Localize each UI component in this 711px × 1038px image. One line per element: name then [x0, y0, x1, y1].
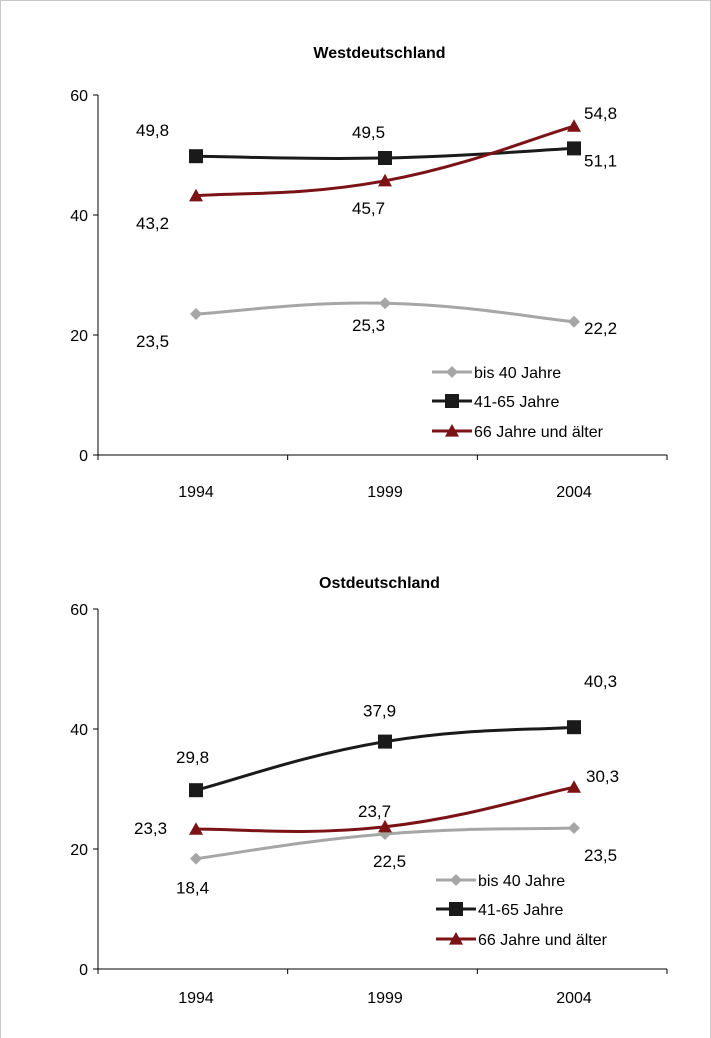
data-label: 23,7 — [358, 802, 391, 821]
legend-marker — [449, 932, 463, 945]
x-tick-label: 1994 — [178, 484, 214, 501]
data-label: 49,5 — [352, 123, 385, 142]
x-tick-label: 2004 — [556, 484, 592, 501]
data-label: 29,8 — [176, 748, 209, 767]
x-tick-label: 2004 — [556, 990, 592, 1007]
data-point — [567, 141, 581, 156]
data-point — [379, 297, 391, 310]
data-point — [189, 188, 203, 202]
legend-label: 41-65 Jahre — [478, 902, 563, 919]
data-point — [189, 149, 203, 164]
data-point — [378, 151, 392, 165]
data-point — [378, 173, 392, 187]
data-label: 18,4 — [176, 879, 209, 898]
legend-marker — [449, 902, 463, 916]
data-point — [567, 780, 581, 793]
data-label: 30,3 — [586, 767, 619, 786]
chart-title: Ostdeutschland — [319, 575, 440, 592]
y-tick-label: 40 — [70, 208, 88, 225]
legend-label: bis 40 Jahre — [474, 365, 561, 382]
legend: bis 40 Jahre 41-65 Jahre 66 Jahre und älte… — [432, 365, 604, 441]
y-tick-label: 0 — [79, 962, 88, 979]
data-label: 51,1 — [584, 151, 617, 170]
chart-2: Ostdeutschland 0 20 40 60 1994 1999 2004 18,4 22,… — [70, 575, 668, 1007]
series-square: 49,8 49,5 51,1 — [136, 121, 617, 170]
data-label: 23,5 — [136, 332, 169, 351]
y-tick-label: 20 — [70, 328, 88, 345]
legend-label: 66 Jahre und älter — [478, 932, 608, 949]
legend: bis 40 Jahre 41-65 Jahre 66 Jahre und älte… — [436, 873, 608, 949]
data-point — [568, 822, 580, 834]
chart-title: Westdeutschland — [313, 45, 445, 62]
data-label: 45,7 — [352, 199, 385, 218]
y-tick-label: 20 — [70, 842, 88, 859]
data-point — [189, 822, 203, 835]
legend-label: bis 40 Jahre — [478, 873, 565, 890]
legend-label: 41-65 Jahre — [474, 394, 559, 411]
data-label: 54,8 — [584, 104, 617, 123]
data-point — [378, 734, 392, 749]
y-tick-label: 60 — [70, 88, 88, 105]
data-label: 43,2 — [136, 214, 169, 233]
x-tick-label: 1999 — [367, 990, 403, 1007]
data-label: 25,3 — [352, 316, 385, 335]
series-triangle: 23,3 23,7 30,3 — [134, 767, 619, 838]
data-label: 22,2 — [584, 319, 617, 338]
y-tick-label: 40 — [70, 722, 88, 739]
data-point — [378, 819, 392, 833]
legend-marker — [450, 874, 462, 886]
chart-1: Westdeutschland 0 20 40 60 1994 1999 2004 23,5 25… — [70, 45, 668, 501]
data-label: 49,8 — [136, 121, 169, 140]
data-label: 23,3 — [134, 819, 167, 838]
data-point — [190, 852, 202, 865]
data-label: 40,3 — [584, 672, 617, 691]
data-point — [567, 720, 581, 735]
legend-marker — [445, 394, 459, 408]
data-point — [568, 315, 580, 328]
series-square: 29,8 37,9 40,3 — [176, 672, 617, 798]
data-point — [190, 308, 202, 320]
legend-label: 66 Jahre und älter — [474, 424, 604, 441]
data-label: 23,5 — [584, 846, 617, 865]
legend-marker — [446, 366, 458, 378]
data-point — [567, 119, 581, 132]
series-triangle: 43,2 45,7 54,8 — [136, 104, 617, 233]
data-point — [189, 783, 203, 798]
data-label: 22,5 — [373, 852, 406, 871]
y-tick-label: 60 — [70, 602, 88, 619]
x-tick-label: 1994 — [178, 990, 214, 1007]
data-label: 37,9 — [363, 702, 396, 721]
series-diamond: 23,5 25,3 22,2 — [136, 297, 617, 351]
legend-marker — [445, 424, 459, 437]
y-tick-label: 0 — [79, 448, 88, 465]
x-tick-label: 1999 — [367, 484, 403, 501]
